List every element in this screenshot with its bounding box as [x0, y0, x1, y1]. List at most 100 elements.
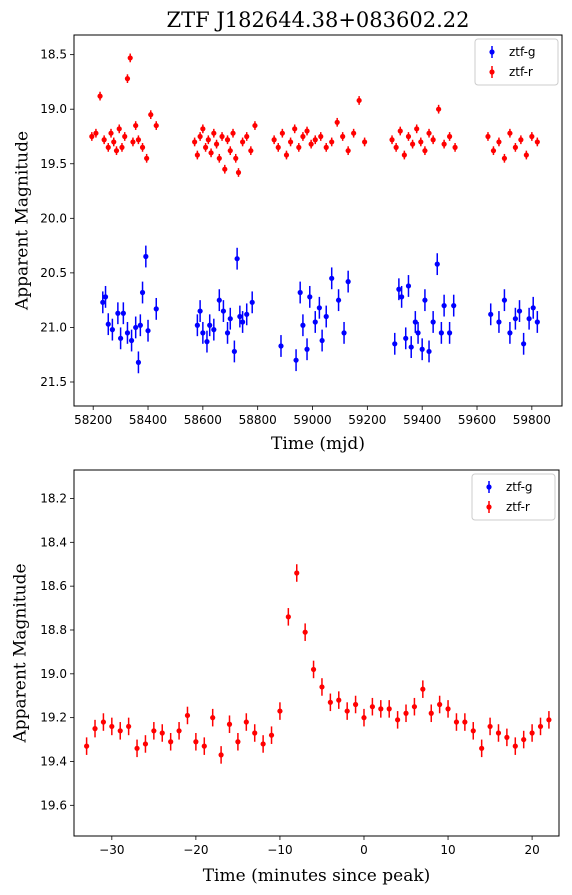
data-point-ztf-r — [153, 122, 159, 129]
data-point-ztf-r — [252, 122, 258, 129]
data-point-ztf-r — [426, 130, 432, 136]
data-point-ztf-r — [479, 745, 485, 751]
data-point-ztf-r — [428, 710, 434, 716]
data-point-ztf-r — [230, 130, 236, 136]
data-point-ztf-r — [441, 141, 447, 147]
data-point-ztf-g — [507, 330, 513, 336]
data-point-ztf-r — [127, 55, 133, 61]
data-point-ztf-r — [470, 728, 476, 734]
data-point-ztf-r — [201, 743, 207, 749]
series-ztf-r — [84, 564, 552, 764]
data-point-ztf-g — [204, 339, 210, 345]
data-point-ztf-r — [260, 741, 266, 747]
data-point-ztf-r — [243, 719, 249, 725]
data-point-ztf-g — [300, 322, 306, 328]
data-point-ztf-g — [408, 344, 414, 350]
data-point-ztf-r — [139, 144, 146, 150]
data-point-ztf-r — [144, 155, 150, 161]
data-point-ztf-r — [462, 719, 468, 725]
data-point-ztf-g — [430, 319, 436, 325]
data-point-ztf-g — [133, 324, 139, 331]
data-point-ztf-r — [356, 97, 362, 104]
data-point-ztf-r — [283, 152, 290, 158]
series-ztf-g — [100, 245, 540, 374]
top-panel-legend-label-ztf-r: ztf-r — [509, 65, 533, 79]
data-point-ztf-r — [227, 148, 233, 154]
data-point-ztf-g — [446, 330, 453, 336]
data-point-ztf-r — [529, 730, 535, 736]
data-point-ztf-r — [308, 141, 314, 147]
data-point-ztf-g — [392, 341, 398, 347]
x-tick-label: 59600 — [458, 413, 496, 427]
data-point-ztf-r — [318, 133, 324, 140]
data-point-ztf-r — [329, 139, 335, 145]
data-point-ztf-g — [249, 299, 255, 305]
data-point-ztf-r — [512, 144, 518, 150]
x-tick-label: 58400 — [129, 413, 167, 427]
data-point-ztf-r — [300, 133, 306, 140]
data-point-ztf-g — [304, 346, 310, 352]
data-point-ztf-g — [488, 311, 494, 317]
data-point-ztf-r — [205, 137, 211, 143]
y-tick-label: 18.6 — [40, 579, 67, 593]
data-point-ztf-r — [395, 717, 401, 723]
top-panel-legend-box — [474, 38, 559, 86]
data-point-ztf-g — [278, 343, 284, 349]
data-point-ztf-r — [304, 128, 310, 134]
data-point-ztf-r — [111, 139, 117, 145]
data-point-ztf-g — [118, 335, 124, 341]
data-point-ztf-r — [401, 152, 407, 158]
top-panel-y-ticks: 18.5 19.0 19.5 20.0 20.5 21.0 21.5 — [40, 48, 74, 389]
data-point-ztf-r — [222, 166, 228, 172]
data-point-ztf-r — [193, 739, 199, 745]
data-point-ztf-g — [115, 310, 121, 316]
data-point-ztf-r — [414, 126, 420, 132]
data-point-ztf-g — [335, 297, 342, 303]
data-point-ztf-r — [124, 76, 131, 82]
data-point-ztf-r — [361, 715, 367, 721]
data-point-ztf-g — [153, 306, 159, 312]
data-point-ztf-g — [403, 335, 409, 341]
data-point-ztf-g — [216, 297, 222, 303]
data-point-ztf-r — [512, 743, 518, 749]
data-point-ztf-g — [434, 261, 440, 267]
data-point-ztf-r — [319, 684, 325, 690]
data-point-ztf-r — [340, 133, 346, 140]
data-point-ztf-g — [405, 283, 412, 289]
data-point-ztf-r — [271, 137, 277, 143]
data-point-ztf-r — [235, 169, 242, 176]
data-point-ztf-g — [419, 346, 425, 352]
data-point-ztf-r — [211, 130, 217, 136]
data-point-ztf-g — [128, 337, 135, 344]
data-point-ztf-r — [248, 148, 254, 154]
data-point-ztf-r — [210, 715, 216, 721]
data-point-ztf-r — [109, 723, 115, 730]
y-tick-label: 20.5 — [40, 266, 67, 280]
data-point-ztf-r — [194, 152, 200, 158]
data-point-ztf-r — [200, 126, 206, 132]
data-point-ztf-r — [446, 133, 453, 140]
data-point-ztf-r — [409, 141, 416, 147]
data-point-ztf-r — [92, 726, 98, 732]
data-point-ztf-r — [323, 144, 329, 150]
data-point-ztf-r — [252, 730, 258, 736]
top-panel-legend: ztf-g ztf-r — [474, 38, 559, 86]
data-point-ztf-r — [176, 728, 182, 734]
data-point-ztf-r — [389, 137, 395, 143]
data-point-ztf-g — [124, 330, 131, 336]
data-point-ztf-r — [277, 708, 283, 714]
data-point-ztf-g — [345, 279, 351, 285]
x-tick-label: −20 — [183, 843, 208, 857]
data-point-ztf-r — [411, 704, 418, 710]
data-point-ztf-r — [507, 130, 513, 136]
top-panel-legend-label-ztf-g: ztf-g — [509, 45, 536, 59]
data-point-ztf-g — [307, 294, 313, 300]
data-point-ztf-g — [102, 294, 109, 300]
data-point-ztf-r — [135, 137, 142, 143]
data-point-ztf-g — [526, 316, 532, 322]
data-point-ztf-g — [297, 289, 303, 296]
data-point-ztf-g — [137, 322, 143, 328]
x-tick-label: 58800 — [239, 413, 277, 427]
data-point-ztf-g — [105, 321, 111, 327]
data-point-ztf-r — [523, 152, 529, 158]
